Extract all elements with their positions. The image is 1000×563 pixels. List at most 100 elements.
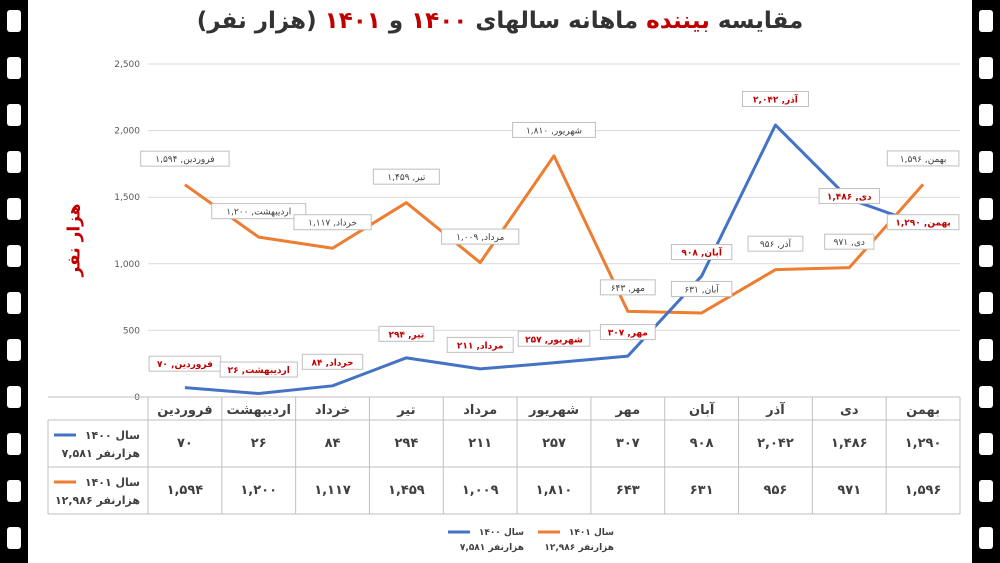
chart-card: مقایسه بیننده ماهانه سالهای ۱۴۰۰ و ۱۴۰۱ … xyxy=(28,0,972,563)
title-part1: مقایسه xyxy=(717,8,804,34)
category-label: اردیبهشت xyxy=(227,403,291,418)
film-hole xyxy=(7,104,21,126)
point-label: مرداد, ۱,۰۰۹ xyxy=(456,233,504,243)
point-label-box xyxy=(886,150,960,167)
film-hole xyxy=(979,10,993,32)
point-label-box xyxy=(512,121,596,138)
film-hole xyxy=(979,104,993,126)
film-hole xyxy=(7,339,21,361)
y-tick-label: 500 xyxy=(123,326,140,336)
point-label: دی, ۹۷۱ xyxy=(834,238,865,248)
series-line-1400 xyxy=(184,123,924,396)
film-hole xyxy=(979,480,993,502)
point-label-box xyxy=(747,235,804,252)
title-unit: (هزار نفر) xyxy=(196,8,317,34)
point-label: اردیبهشت, ۲۶ xyxy=(228,366,290,376)
category-label: آذر xyxy=(765,401,785,418)
film-hole xyxy=(7,10,21,32)
point-label: مهر, ۳۰۷ xyxy=(608,329,648,339)
film-hole xyxy=(979,151,993,173)
point-label: مرداد, ۲۱۱ xyxy=(457,341,504,351)
point-label: شهریور, ۲۵۷ xyxy=(525,335,583,345)
table-cell: ۹۷۱ xyxy=(837,483,861,498)
table-cell: ۶۳۱ xyxy=(690,483,714,498)
category-label: مهر xyxy=(614,403,640,418)
point-label: آبان, ۶۳۱ xyxy=(684,283,719,295)
film-hole xyxy=(979,386,993,408)
film-hole xyxy=(979,433,993,455)
y-tick-label: 1,500 xyxy=(114,193,140,203)
category-label: شهریور xyxy=(528,403,579,418)
table-cell: ۲۱۱ xyxy=(468,436,492,451)
chart-title: مقایسه بیننده ماهانه سالهای ۱۴۰۰ و ۱۴۰۱ … xyxy=(28,8,972,34)
table-cell: ۱,۲۹۰ xyxy=(905,436,942,451)
point-label: مهر, ۶۴۳ xyxy=(611,284,645,294)
title-and: و xyxy=(388,8,404,34)
title-year-a: ۱۴۰۰ xyxy=(411,8,468,34)
legend-name: سال ۱۴۰۱ xyxy=(569,528,614,538)
table-cell: ۱,۰۰۹ xyxy=(462,483,499,498)
film-strip-right xyxy=(972,0,1000,563)
chart-svg: 0 500 1,000 1,500 2,000 2,500 فروردین اردیبهشت خ… xyxy=(47,60,961,553)
category-label: آبان xyxy=(689,401,715,418)
title-part3: ماهانه سالهای xyxy=(475,8,639,34)
table-cell: ۱,۱۱۷ xyxy=(314,483,351,498)
point-label: تیر, ۲۹۴ xyxy=(389,330,425,340)
table-cell: ۹۰۸ xyxy=(690,436,714,451)
row-header-name: سال ۱۴۰۰ xyxy=(85,429,140,442)
point-label: فروردین, ۱,۵۹۴ xyxy=(155,155,214,165)
film-hole xyxy=(7,480,21,502)
legend-name: سال ۱۴۰۰ xyxy=(479,528,524,538)
film-hole xyxy=(979,245,993,267)
table-cell: ۲,۰۴۲ xyxy=(757,436,794,451)
film-hole xyxy=(7,292,21,314)
film-hole xyxy=(979,339,993,361)
film-hole xyxy=(7,527,21,549)
film-hole xyxy=(7,151,21,173)
point-label: اردیبهشت, ۱,۲۰۰ xyxy=(226,208,291,218)
table-cell: ۱,۴۸۶ xyxy=(831,436,868,451)
table-cell: ۳۰۷ xyxy=(616,436,640,451)
point-label: فروردین, ۷۰ xyxy=(157,360,213,370)
y-tick-label: 2,000 xyxy=(114,127,140,137)
row-header-name: سال ۱۴۰۱ xyxy=(85,476,140,489)
point-label-box xyxy=(219,361,298,378)
point-label-box xyxy=(446,336,514,353)
series-line-1401 xyxy=(184,154,925,315)
category-label: دی xyxy=(840,403,859,418)
point-label-box xyxy=(441,228,520,245)
category-label: مرداد xyxy=(463,403,497,418)
point-label-box xyxy=(599,279,656,296)
legend-total: ۱۲,۹۸۶ هزارنفر xyxy=(544,543,614,553)
point-label: خرداد, ۸۴ xyxy=(312,358,354,368)
category-label: خرداد xyxy=(315,403,350,418)
point-label-box xyxy=(741,91,809,108)
table-cell: ۹۵۶ xyxy=(764,483,788,498)
point-label-box xyxy=(301,353,364,370)
film-strip-left xyxy=(0,0,28,563)
point-label-box xyxy=(293,214,372,231)
table-cell: ۸۴ xyxy=(325,436,341,451)
row-header-total: ۷,۵۸۱ هزارنفر xyxy=(62,447,140,460)
film-hole xyxy=(7,245,21,267)
point-label: دی, ۱,۴۸۶ xyxy=(827,193,872,203)
point-label-box xyxy=(378,325,435,342)
point-label: بهمن, ۱,۲۹۰ xyxy=(895,219,950,229)
film-hole xyxy=(979,292,993,314)
point-label-box xyxy=(140,150,230,167)
film-hole xyxy=(7,198,21,220)
category-label: فروردین xyxy=(157,403,212,418)
table-cell: ۱,۲۰۰ xyxy=(240,483,277,498)
film-hole xyxy=(979,198,993,220)
point-label-box xyxy=(818,188,880,205)
point-label-box xyxy=(670,280,733,297)
film-hole xyxy=(7,386,21,408)
category-label: بهمن xyxy=(906,403,940,418)
table-cell: ۱,۵۹۶ xyxy=(905,483,942,498)
point-label-box xyxy=(824,233,875,250)
point-label-box xyxy=(372,168,440,185)
y-tick-label: 0 xyxy=(134,393,140,403)
point-label: خرداد, ۱,۱۱۷ xyxy=(308,219,357,229)
point-label-box xyxy=(886,214,960,231)
point-label: بهمن, ۱,۵۹۶ xyxy=(900,155,947,165)
